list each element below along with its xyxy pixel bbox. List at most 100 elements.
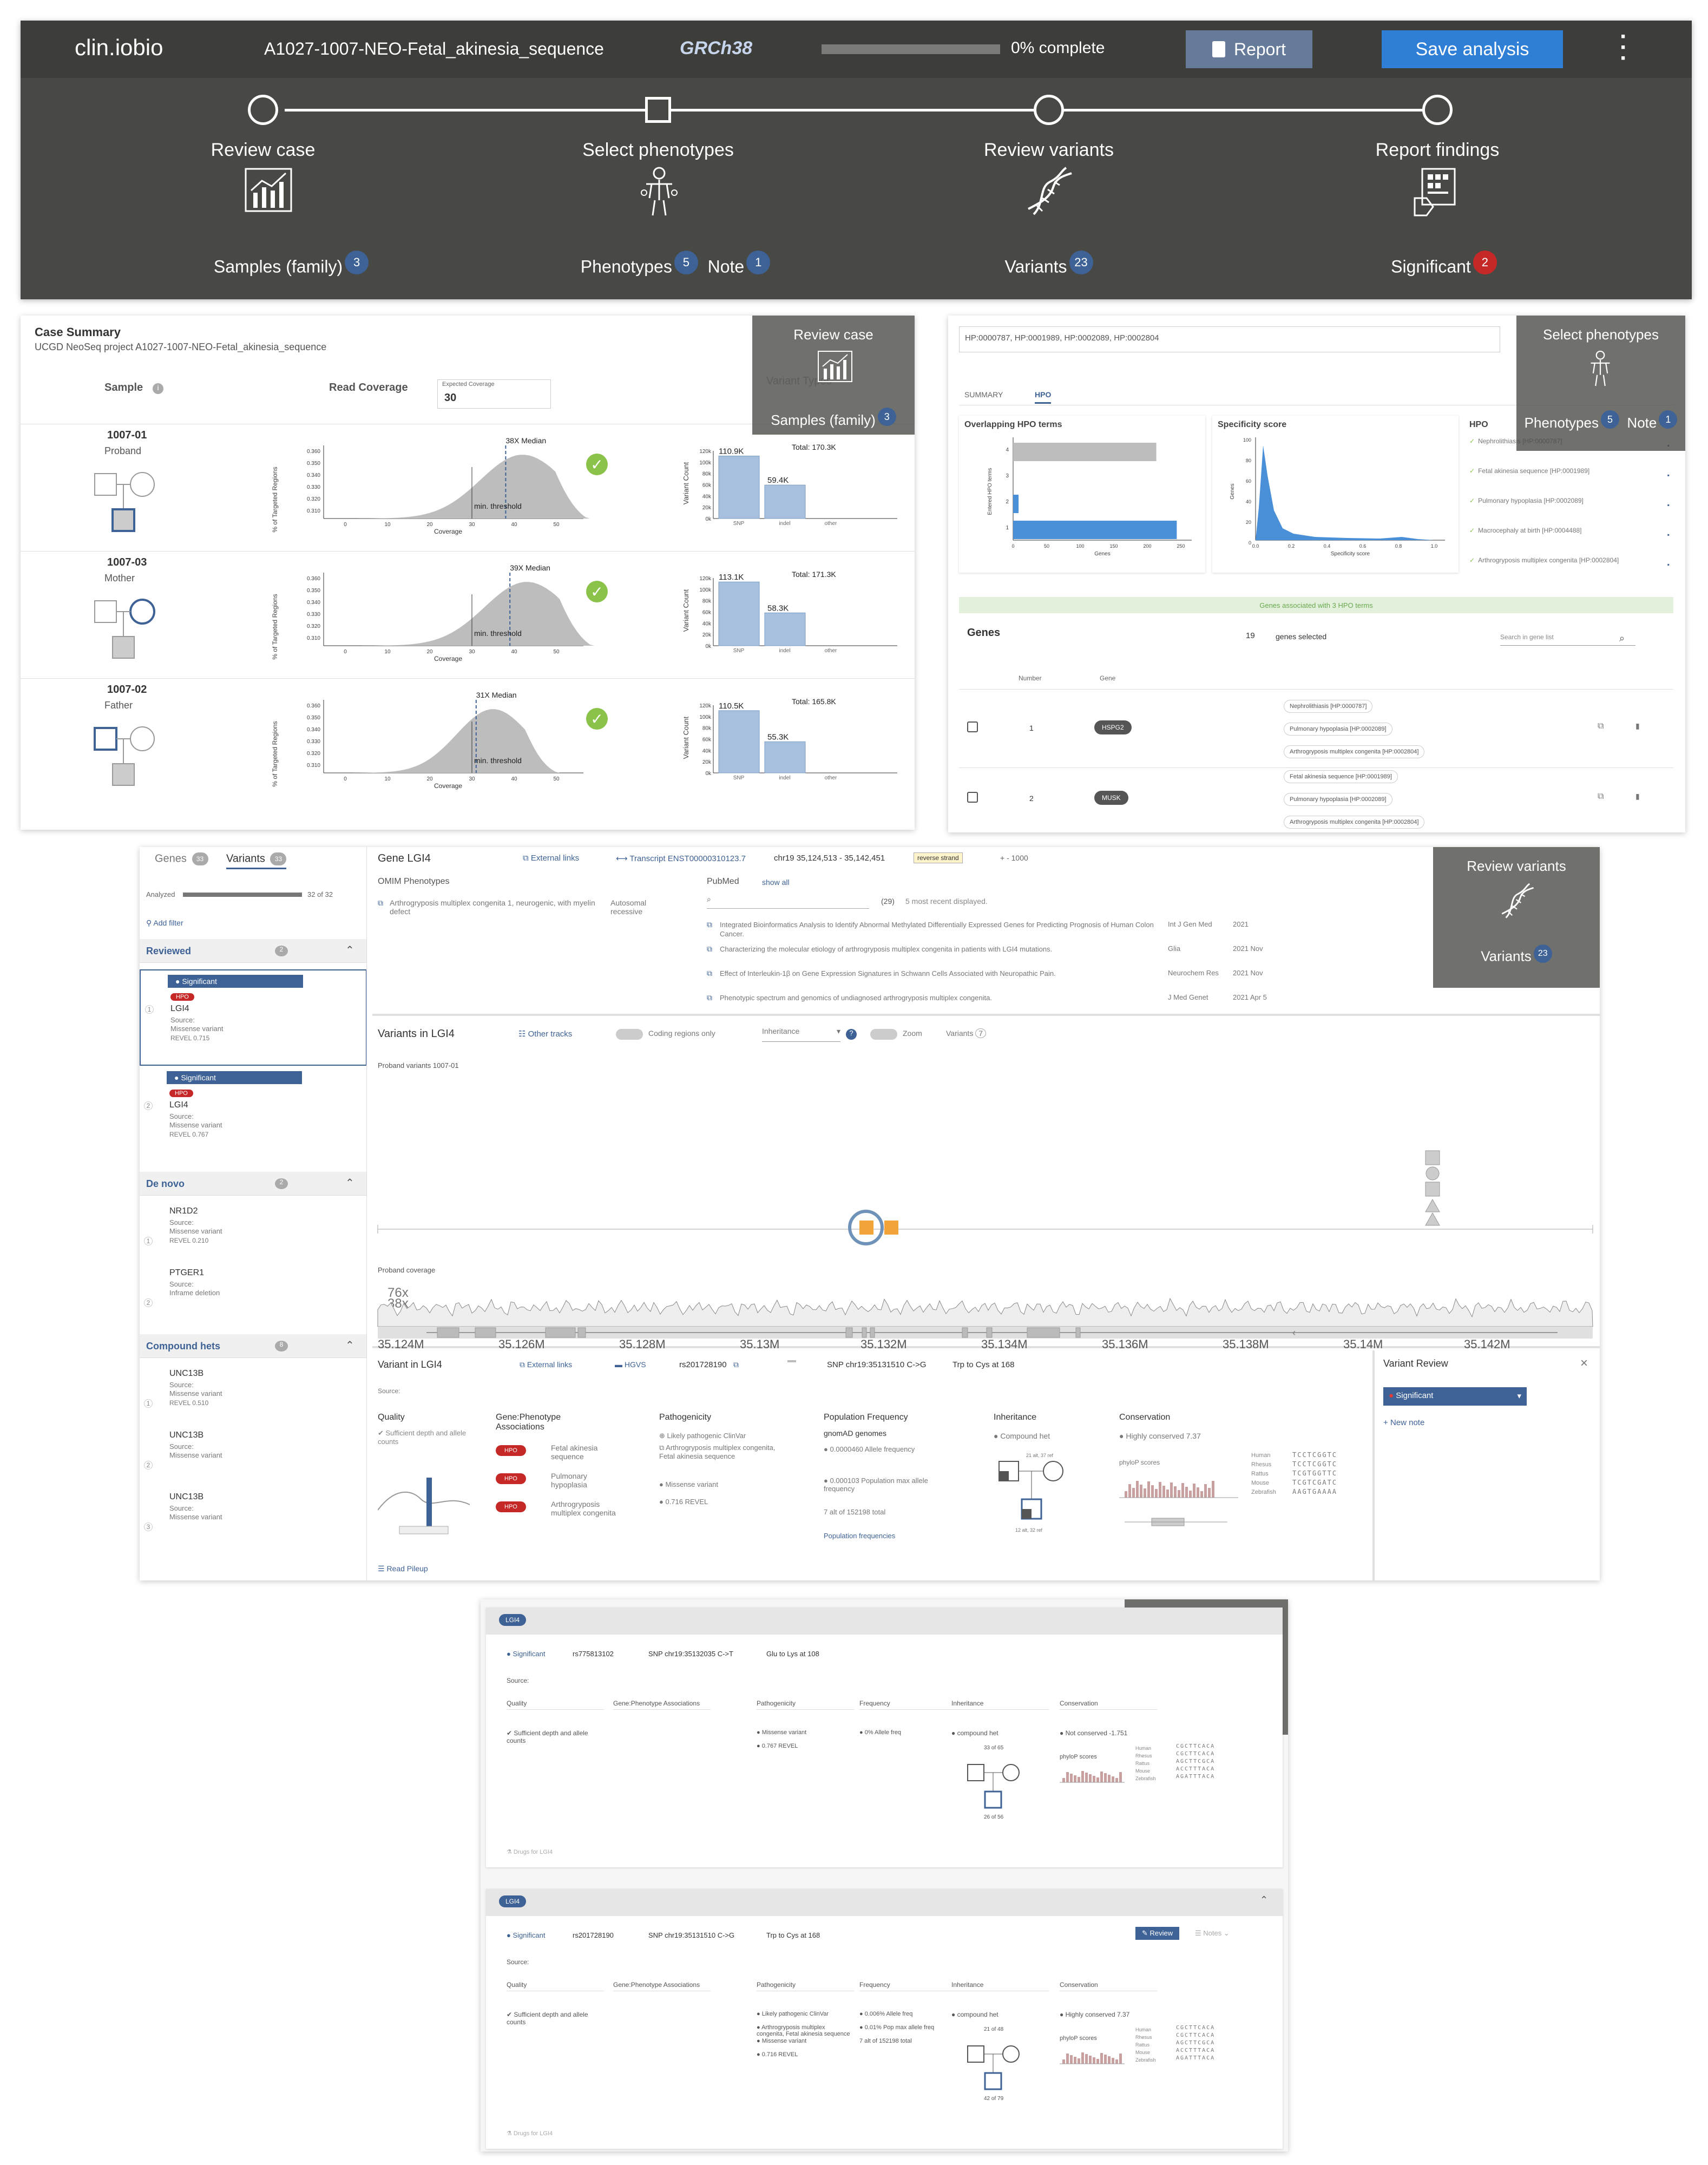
variant-list-item[interactable]: 1 NR1D2 Source: Missense variant REVEL 0.210	[140, 1202, 366, 1263]
drugs-link[interactable]: ⚗ Drugs for LGI4	[507, 2130, 553, 2137]
report-button[interactable]: Report	[1186, 30, 1312, 68]
variant-list-item[interactable]: 2 ● Significant HPO LGI4 Source: Missense var…	[140, 1067, 366, 1163]
hpo-term-item[interactable]: ✓ Pulmonary hypoplasia [HP:0002089] ▪	[1469, 497, 1670, 527]
section-header[interactable]	[140, 1334, 366, 1358]
step-significant-count[interactable]: Significant 2	[1336, 251, 1552, 277]
variant-list-item[interactable]: 3 UNC13B Source: Missense variant	[140, 1488, 366, 1549]
chevron-up-icon[interactable]: ⌃	[1260, 1894, 1269, 1905]
step-select-phenotypes-marker[interactable]	[645, 97, 671, 123]
external-links-link[interactable]: ⧉ External links	[520, 1360, 573, 1369]
species-label: Rattus	[1251, 1471, 1269, 1477]
step-variants-count[interactable]: Variants 23	[941, 251, 1157, 277]
app-logo[interactable]: clin.iobio	[75, 35, 163, 60]
kebab-menu-icon[interactable]: · · ·	[1620, 23, 1628, 71]
variant-type: Inframe deletion	[169, 1289, 220, 1297]
tab-summary[interactable]: SUMMARY	[964, 390, 1003, 399]
hpo-term-item[interactable]: ✓ Macrocephaly at birth [HP:0004488] ▪	[1469, 527, 1670, 556]
review-button[interactable]: ✎ Review	[1135, 1927, 1180, 1940]
svg-text:0: 0	[1249, 540, 1251, 546]
pubmed-article[interactable]: Characterizing the molecular etiology of…	[720, 945, 1053, 953]
review-status-select[interactable]: ● Significant ▾	[1383, 1387, 1527, 1406]
step-select-phenotypes-title[interactable]: Select phenotypes	[582, 140, 734, 160]
variant-list-item[interactable]: 1 UNC13B Source: Missense variant REVEL 0.51…	[140, 1364, 366, 1425]
read-pileup-link[interactable]: ☰ Read Pileup	[378, 1564, 428, 1573]
svg-text:0.0: 0.0	[1252, 543, 1259, 549]
notes-button[interactable]: ☰ Notes ⌄	[1195, 1929, 1230, 1937]
step-report-findings-title[interactable]: Report findings	[1375, 140, 1500, 160]
variant-list-item[interactable]: 2 PTGER1 Source: Inframe deletion	[140, 1264, 366, 1324]
step-phenotypes-count[interactable]: Phenotypes 5 Note 1	[562, 251, 789, 277]
chevron-up-icon[interactable]: ⌃	[345, 1340, 354, 1352]
help-icon[interactable]: ?	[846, 1029, 857, 1040]
transcript-link[interactable]: ⟷ Transcript ENST00000310123.7	[616, 854, 746, 863]
tab-variants[interactable]: Variants 33	[226, 852, 287, 869]
external-link-icon[interactable]: ⧉	[707, 969, 712, 977]
hgvs-link[interactable]: ▬ HGVS	[615, 1360, 646, 1369]
close-icon[interactable]: ×	[1580, 1356, 1588, 1370]
pubmed-article[interactable]: Effect of Interleukin-1β on Gene Express…	[720, 969, 1056, 977]
select-phenotypes-overlay[interactable]: Select phenotypes Phenotypes 5 Note 1	[1516, 316, 1685, 451]
gene-chip[interactable]: HSPG2	[1094, 720, 1132, 734]
external-link-icon[interactable]: ⧉	[707, 993, 712, 1002]
add-filter-button[interactable]: ⚲ Add filter	[146, 919, 183, 927]
pubmed-article[interactable]: Phenotypic spectrum and genomics of undi…	[720, 994, 992, 1002]
coding-toggle[interactable]	[616, 1029, 643, 1040]
divider	[959, 689, 1673, 690]
flank-control[interactable]: + - 1000	[1000, 854, 1028, 862]
gene-search-input[interactable]: Search in gene list	[1500, 627, 1635, 646]
section-header[interactable]	[140, 1172, 366, 1196]
step-review-case-title[interactable]: Review case	[211, 140, 316, 160]
info-icon[interactable]: i	[153, 383, 163, 394]
expected-coverage-input[interactable]: Expected Coverage 30	[437, 379, 551, 409]
delete-icon[interactable]: ▮	[1635, 721, 1640, 730]
col-number: Number	[1019, 674, 1042, 682]
step-review-variants-marker[interactable]	[1034, 95, 1064, 125]
external-link-icon[interactable]: ⧉	[1598, 721, 1604, 731]
step-review-case-marker[interactable]	[248, 95, 278, 125]
finding-header[interactable]	[486, 1889, 1283, 1916]
save-analysis-button[interactable]: Save analysis	[1382, 30, 1563, 68]
hpo-term-item[interactable]: ✓ Arthrogryposis multiplex congenita [HP:…	[1469, 556, 1670, 586]
progress-text: 0% complete	[1011, 39, 1105, 57]
search-icon[interactable]: ⌕	[1619, 633, 1625, 644]
pubmed-article[interactable]: Integrated Bioinformatics Analysis to Id…	[720, 921, 1154, 938]
variant-list-item[interactable]: 1 ● Significant HPO LGI4 Source: Missense var…	[140, 969, 366, 1066]
review-variants-overlay[interactable]: Review variants Variants 23	[1433, 847, 1600, 988]
external-link-icon[interactable]: ⧉	[1598, 792, 1604, 801]
hpo-term-label: Pulmonary hypoplasia [HP:0002089]	[1478, 497, 1584, 504]
svg-text:Coverage: Coverage	[434, 528, 462, 535]
gene-chip[interactable]: MUSK	[1094, 791, 1128, 805]
gene-checkbox[interactable]	[967, 721, 978, 732]
step-samples-count[interactable]: Samples (family) 3	[156, 251, 426, 277]
hpo-terms-input[interactable]: HP:0000787, HP:0001989, HP:0002089, HP:0…	[959, 326, 1500, 352]
step-review-variants-title[interactable]: Review variants	[984, 140, 1114, 160]
section-header[interactable]	[140, 939, 366, 963]
drugs-link[interactable]: ⚗ Drugs for LGI4	[507, 1849, 553, 1855]
external-links-link[interactable]: ⧉ External links	[523, 854, 580, 863]
variant-list-item[interactable]: 2 UNC13B Source: Missense variant	[140, 1426, 366, 1487]
variant-source: Source:	[169, 1381, 194, 1389]
review-case-overlay[interactable]: Review case Samples (family) 3	[752, 316, 915, 435]
external-link-icon[interactable]: ⧉	[707, 944, 712, 953]
other-tracks-link[interactable]: ☷ Other tracks	[518, 1029, 573, 1039]
external-link-icon[interactable]: ⧉	[733, 1360, 739, 1369]
finding-header[interactable]	[486, 1608, 1283, 1635]
hpo-term-item[interactable]: ✓ Fetal akinesia sequence [HP:0001989] ▪	[1469, 467, 1670, 497]
tab-genes[interactable]: Genes 33	[155, 852, 208, 865]
inheritance-select[interactable]: Inheritance ▾	[762, 1027, 840, 1042]
chevron-up-icon[interactable]: ⌃	[345, 944, 354, 956]
delete-icon[interactable]: ▮	[1635, 792, 1640, 801]
pubmed-show-all[interactable]: show all	[762, 878, 790, 887]
population-frequencies-link[interactable]: Population frequencies	[824, 1532, 896, 1540]
pubmed-search[interactable]: ⌕	[707, 895, 869, 909]
new-note-button[interactable]: + New note	[1383, 1418, 1425, 1427]
tab-hpo[interactable]: HPO	[1035, 390, 1052, 404]
zoom-toggle[interactable]	[870, 1029, 897, 1040]
svg-text:min. threshold: min. threshold	[474, 629, 522, 638]
external-link-icon[interactable]: ⧉	[707, 920, 712, 929]
external-link-icon[interactable]: ⧉	[378, 898, 383, 907]
step-report-findings-marker[interactable]	[1422, 95, 1453, 125]
chevron-up-icon[interactable]: ⌃	[345, 1177, 354, 1189]
gene-checkbox[interactable]	[967, 792, 978, 803]
svg-text:39X Median: 39X Median	[510, 563, 550, 572]
